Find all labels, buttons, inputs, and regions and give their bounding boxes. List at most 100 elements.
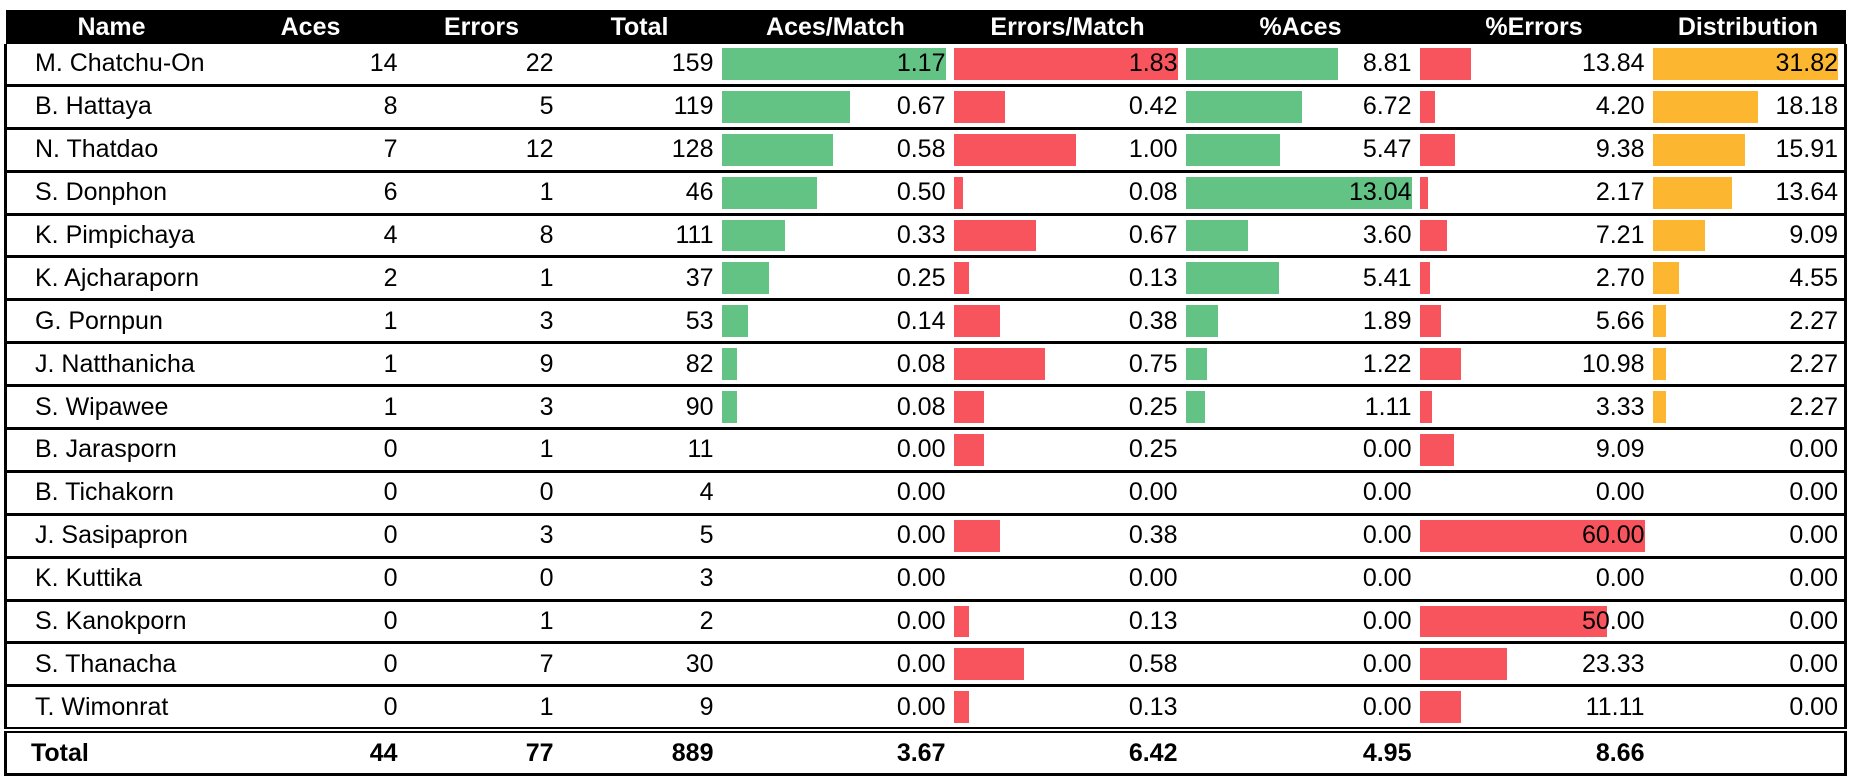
cell-errors-per-match: 0.00 bbox=[951, 557, 1184, 602]
data-bar bbox=[953, 691, 970, 724]
cell-pct-aces: 0.00 bbox=[1183, 685, 1418, 734]
cell-pct-errors: 2.70 bbox=[1417, 256, 1651, 302]
table-row: J. Sasipapron 0 3 5 0.00 0.38 0.00 60.00 0.00 bbox=[4, 514, 1847, 559]
cell-value: 0.00 bbox=[1362, 692, 1412, 721]
table-row: S. Wipawee 1 3 90 0.08 0.25 1.11 3.33 2.27 bbox=[4, 385, 1847, 431]
cell-name: K. Pimpichaya bbox=[4, 214, 218, 259]
data-bar bbox=[721, 262, 770, 295]
cell-total: 4 bbox=[559, 471, 720, 516]
cell-value: 0.00 bbox=[896, 607, 946, 636]
cell-errors-per-match: 1.83 bbox=[951, 44, 1184, 87]
data-bar bbox=[953, 605, 970, 638]
cell-value: 0.58 bbox=[896, 135, 946, 164]
cell-pct-aces: 5.47 bbox=[1183, 128, 1418, 173]
cell-value: 0.67 bbox=[1128, 221, 1178, 249]
data-bar bbox=[1419, 391, 1432, 424]
cell-value: 0.00 bbox=[1128, 564, 1178, 593]
total-label: Total bbox=[4, 730, 218, 776]
data-bar bbox=[953, 305, 1001, 338]
cell-aces-per-match: 0.00 bbox=[719, 471, 952, 516]
cell-pct-aces: 0.00 bbox=[1183, 471, 1418, 516]
cell-value: 6.72 bbox=[1362, 92, 1412, 121]
cell-aces-per-match: 0.00 bbox=[719, 685, 952, 734]
data-bar bbox=[721, 176, 818, 209]
header-row: Name Aces Errors Total Aces/Match Errors/Matc… bbox=[5, 10, 1846, 44]
data-bar bbox=[1419, 90, 1436, 123]
cell-distribution: 2.27 bbox=[1650, 342, 1847, 388]
data-bar bbox=[1419, 305, 1441, 338]
total-errors-per-match: 6.42 bbox=[951, 730, 1184, 776]
cell-value: 1.83 bbox=[1128, 49, 1178, 78]
cell-aces: 1 bbox=[217, 299, 404, 345]
cell-distribution: 13.64 bbox=[1650, 171, 1847, 216]
data-bar bbox=[953, 391, 985, 424]
data-bar bbox=[953, 176, 964, 209]
cell-pct-aces: 5.41 bbox=[1183, 256, 1418, 302]
data-bar bbox=[953, 48, 1178, 80]
header-distribution: Distribution bbox=[1650, 10, 1846, 44]
cell-distribution: 0.00 bbox=[1650, 642, 1847, 688]
cell-pct-aces: 8.81 bbox=[1183, 44, 1418, 87]
cell-value: 0.00 bbox=[1595, 478, 1645, 507]
cell-errors: 3 bbox=[403, 385, 560, 431]
table-row: M. Chatchu-On 14 22 159 1.17 1.83 8.81 13.84 31.… bbox=[4, 44, 1847, 87]
cell-errors-per-match: 0.08 bbox=[951, 171, 1184, 216]
cell-value: 0.33 bbox=[896, 221, 946, 249]
cell-aces: 0 bbox=[217, 557, 404, 602]
cell-pct-errors: 23.33 bbox=[1417, 642, 1651, 688]
cell-value: 9.09 bbox=[1595, 435, 1645, 464]
cell-value: 0.00 bbox=[1789, 564, 1838, 593]
cell-value: 0.00 bbox=[1789, 649, 1838, 678]
total-total: 889 bbox=[559, 730, 720, 776]
data-bar bbox=[721, 391, 737, 424]
cell-value: 4.20 bbox=[1595, 92, 1645, 121]
table-row: B. Jarasporn 0 1 11 0.00 0.25 0.00 9.09 0.00 bbox=[4, 428, 1847, 473]
cell-name: S. Kanokporn bbox=[4, 600, 218, 645]
cell-value: 8.81 bbox=[1362, 49, 1412, 78]
cell-total: 5 bbox=[559, 514, 720, 559]
cell-errors-per-match: 0.25 bbox=[951, 428, 1184, 473]
cell-value: 1.00 bbox=[1128, 135, 1178, 164]
cell-value: 0.00 bbox=[1362, 521, 1412, 550]
data-bar bbox=[953, 90, 1005, 123]
cell-errors: 8 bbox=[403, 214, 560, 259]
cell-aces-per-match: 0.00 bbox=[719, 514, 952, 559]
table-row: K. Ajcharaporn 2 1 37 0.25 0.13 5.41 2.70 4.55 bbox=[4, 256, 1847, 302]
cell-value: 0.00 bbox=[1362, 649, 1412, 678]
cell-name: J. Sasipapron bbox=[4, 514, 218, 559]
cell-aces-per-match: 0.08 bbox=[719, 342, 952, 388]
cell-pct-errors: 2.17 bbox=[1417, 171, 1651, 216]
cell-value: 0.00 bbox=[896, 521, 946, 550]
cell-value: 0.00 bbox=[1789, 692, 1838, 721]
total-pct-errors: 8.66 bbox=[1417, 730, 1651, 776]
cell-value: 2.17 bbox=[1595, 178, 1645, 207]
header-pct-aces: %Aces bbox=[1183, 10, 1418, 44]
cell-value: 0.14 bbox=[896, 306, 946, 335]
cell-errors: 22 bbox=[403, 44, 560, 87]
cell-value: 0.08 bbox=[896, 392, 946, 421]
cell-pct-aces: 1.22 bbox=[1183, 342, 1418, 388]
cell-value: 0.00 bbox=[1789, 478, 1838, 507]
cell-value: 0.00 bbox=[1789, 607, 1838, 636]
data-bar bbox=[1185, 305, 1219, 338]
cell-pct-errors: 4.20 bbox=[1417, 85, 1651, 130]
data-bar bbox=[1185, 262, 1280, 295]
data-bar bbox=[1185, 219, 1248, 252]
cell-value: 0.00 bbox=[1362, 607, 1412, 636]
data-bar bbox=[953, 648, 1025, 681]
cell-pct-errors: 50.00 bbox=[1417, 600, 1651, 645]
cell-value: 1.89 bbox=[1362, 306, 1412, 335]
cell-name: B. Hattaya bbox=[4, 85, 218, 130]
table-body: M. Chatchu-On 14 22 159 1.17 1.83 8.81 13.84 31.… bbox=[4, 44, 1847, 734]
cell-aces: 2 bbox=[217, 256, 404, 302]
cell-aces: 8 bbox=[217, 85, 404, 130]
cell-value: 0.00 bbox=[1362, 435, 1412, 464]
data-bar bbox=[1185, 176, 1412, 209]
table-row: B. Hattaya 8 5 119 0.67 0.42 6.72 4.20 18.18 bbox=[4, 85, 1847, 130]
cell-pct-errors: 11.11 bbox=[1417, 685, 1651, 734]
cell-distribution: 31.82 bbox=[1650, 44, 1847, 87]
cell-distribution: 0.00 bbox=[1650, 471, 1847, 516]
table-row: G. Pornpun 1 3 53 0.14 0.38 1.89 5.66 2.27 bbox=[4, 299, 1847, 345]
cell-errors-per-match: 0.58 bbox=[951, 642, 1184, 688]
data-bar bbox=[1419, 348, 1461, 381]
